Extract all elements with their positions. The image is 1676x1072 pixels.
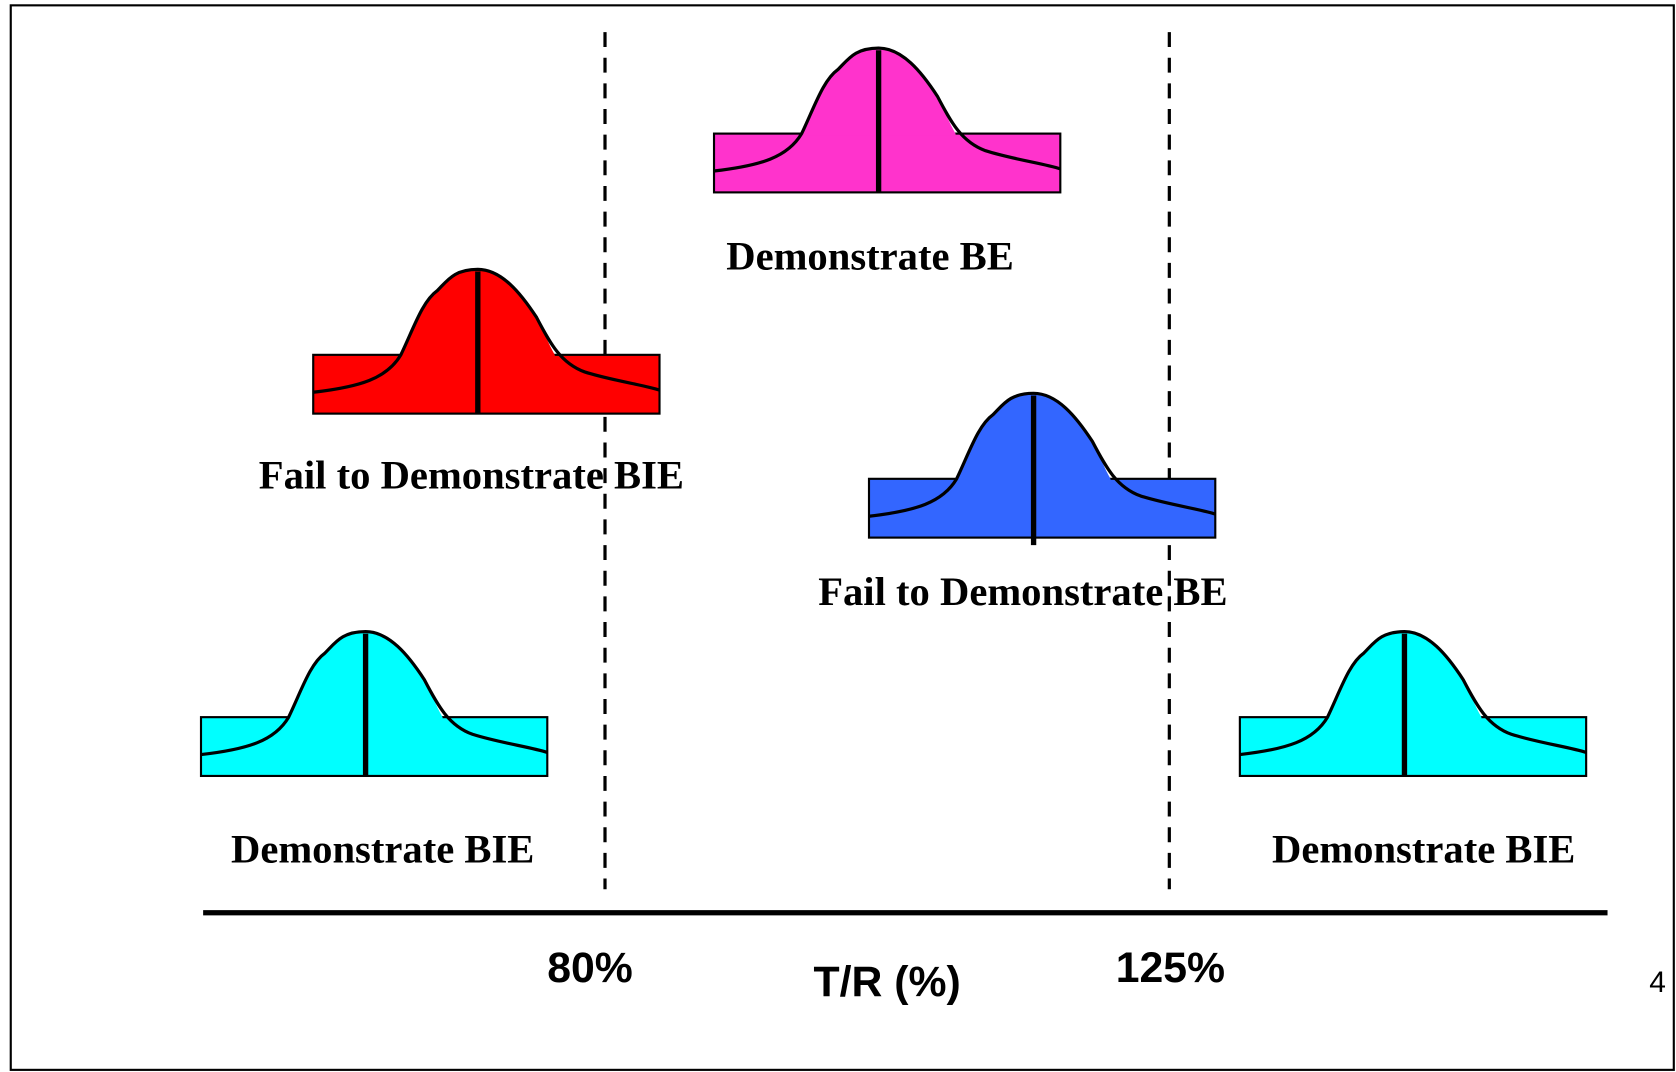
distribution-shape	[311, 267, 662, 415]
distributions	[199, 46, 1588, 778]
axis-title: T/R (%)	[814, 958, 961, 1006]
distribution-label: Demonstrate BE	[726, 233, 1014, 278]
distribution-box	[199, 716, 549, 778]
axis-tick-label: 125%	[1116, 944, 1225, 992]
distribution-box	[867, 477, 1217, 539]
distribution-label: Demonstrate BIE	[231, 827, 534, 872]
axis-tick-label: 80%	[547, 944, 633, 992]
distribution-label: Demonstrate BIE	[1272, 827, 1575, 872]
distribution-box	[312, 353, 661, 415]
distribution-shape	[1238, 630, 1588, 778]
distribution-box	[1238, 716, 1588, 778]
distribution-shape	[712, 46, 1062, 194]
distribution-box	[712, 132, 1062, 194]
distribution-shape	[199, 630, 549, 778]
distribution-shape	[867, 391, 1217, 546]
distribution-label: Fail to Demonstrate BIE	[259, 452, 684, 497]
distribution-label: Fail to Demonstrate BE	[818, 569, 1227, 614]
page-number: 4	[1649, 966, 1666, 999]
